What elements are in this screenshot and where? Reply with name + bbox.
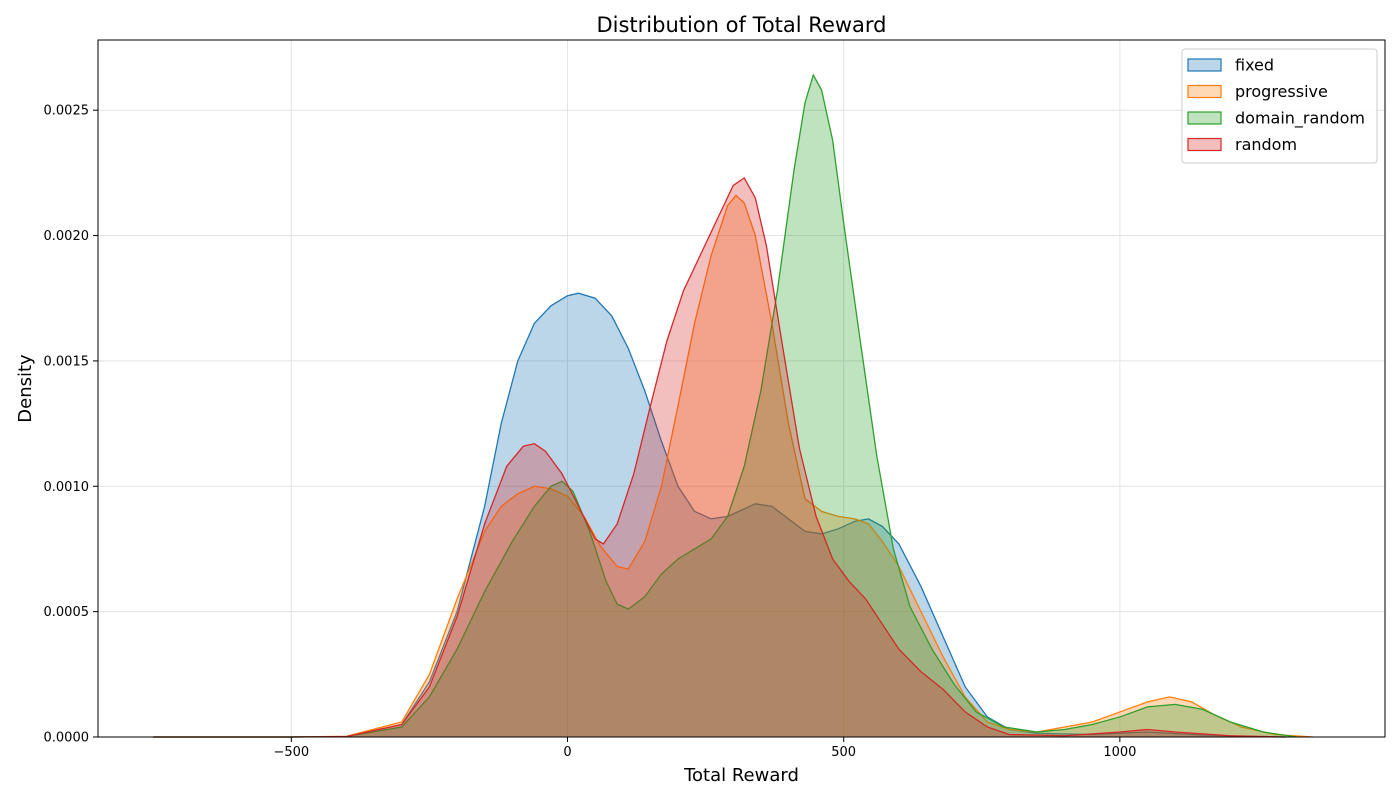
legend-swatch-random <box>1187 137 1222 152</box>
x-tick-label: 500 <box>831 745 856 760</box>
chart-title: Distribution of Total Reward <box>596 13 886 37</box>
x-axis: −500 0 500 1000 <box>273 737 1136 760</box>
legend-swatch-fixed <box>1187 58 1222 72</box>
x-tick-label: 0 <box>563 745 571 760</box>
line-domain-random <box>153 73 1297 738</box>
y-axis: 0.0000 0.0005 0.0010 0.0015 0.0020 0.0025 <box>44 104 98 746</box>
legend-label-random: random <box>1235 135 1297 154</box>
line-random <box>153 176 1286 738</box>
legend-label-fixed: fixed <box>1235 56 1274 75</box>
legend-label-progressive: progressive <box>1235 82 1328 101</box>
legend-swatch-progressive <box>1187 84 1222 99</box>
legend-box <box>1181 48 1378 164</box>
area-random <box>153 177 1286 737</box>
y-tick-label: 0.0000 <box>44 731 90 746</box>
y-tick-label: 0.0015 <box>44 354 90 369</box>
y-tick-label: 0.0025 <box>44 104 90 119</box>
x-axis-label: Total Reward <box>683 765 799 786</box>
area-fixed <box>153 293 1286 737</box>
y-axis-label: Density <box>15 354 36 423</box>
area-progressive <box>153 195 1314 737</box>
grid <box>98 40 1385 738</box>
y-tick-label: 0.0010 <box>44 480 90 495</box>
x-tick-label: 1000 <box>1103 745 1136 760</box>
legend-label-domain-random: domain_random <box>1235 109 1365 129</box>
area-domain-random <box>153 75 1297 738</box>
x-tick-label: −500 <box>273 745 309 760</box>
y-tick-label: 0.0020 <box>44 229 90 244</box>
line-fixed <box>153 292 1286 738</box>
legend-swatch-domain-random <box>1187 111 1222 125</box>
density-areas <box>153 73 1314 738</box>
y-tick-label: 0.0005 <box>44 605 90 620</box>
line-progressive <box>153 194 1314 738</box>
plot-frame <box>97 39 1386 738</box>
